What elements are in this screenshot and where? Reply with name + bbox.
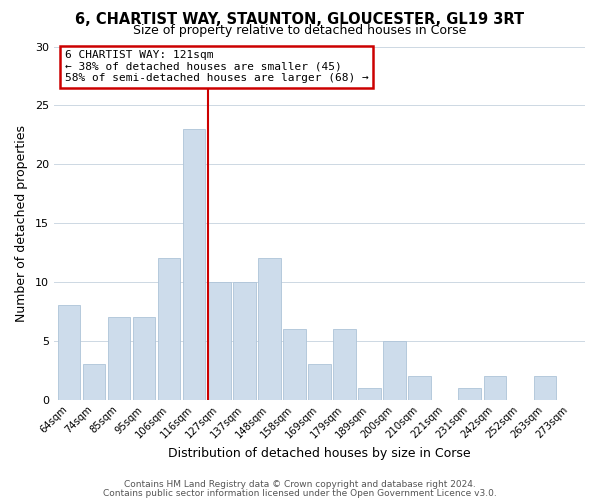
- Bar: [233, 282, 256, 400]
- Text: Contains HM Land Registry data © Crown copyright and database right 2024.: Contains HM Land Registry data © Crown c…: [124, 480, 476, 489]
- Bar: [208, 282, 230, 400]
- Bar: [484, 376, 506, 400]
- X-axis label: Distribution of detached houses by size in Corse: Distribution of detached houses by size …: [168, 447, 471, 460]
- Bar: [108, 317, 130, 400]
- Bar: [458, 388, 481, 400]
- Text: 6, CHARTIST WAY, STAUNTON, GLOUCESTER, GL19 3RT: 6, CHARTIST WAY, STAUNTON, GLOUCESTER, G…: [76, 12, 524, 28]
- Text: Size of property relative to detached houses in Corse: Size of property relative to detached ho…: [133, 24, 467, 37]
- Bar: [58, 306, 80, 400]
- Bar: [409, 376, 431, 400]
- Bar: [283, 329, 305, 400]
- Bar: [308, 364, 331, 400]
- Bar: [383, 340, 406, 400]
- Bar: [533, 376, 556, 400]
- Text: Contains public sector information licensed under the Open Government Licence v3: Contains public sector information licen…: [103, 488, 497, 498]
- Bar: [158, 258, 181, 400]
- Bar: [183, 129, 205, 400]
- Y-axis label: Number of detached properties: Number of detached properties: [15, 124, 28, 322]
- Bar: [358, 388, 381, 400]
- Bar: [133, 317, 155, 400]
- Bar: [83, 364, 105, 400]
- Bar: [333, 329, 356, 400]
- Text: 6 CHARTIST WAY: 121sqm
← 38% of detached houses are smaller (45)
58% of semi-det: 6 CHARTIST WAY: 121sqm ← 38% of detached…: [65, 50, 368, 83]
- Bar: [258, 258, 281, 400]
